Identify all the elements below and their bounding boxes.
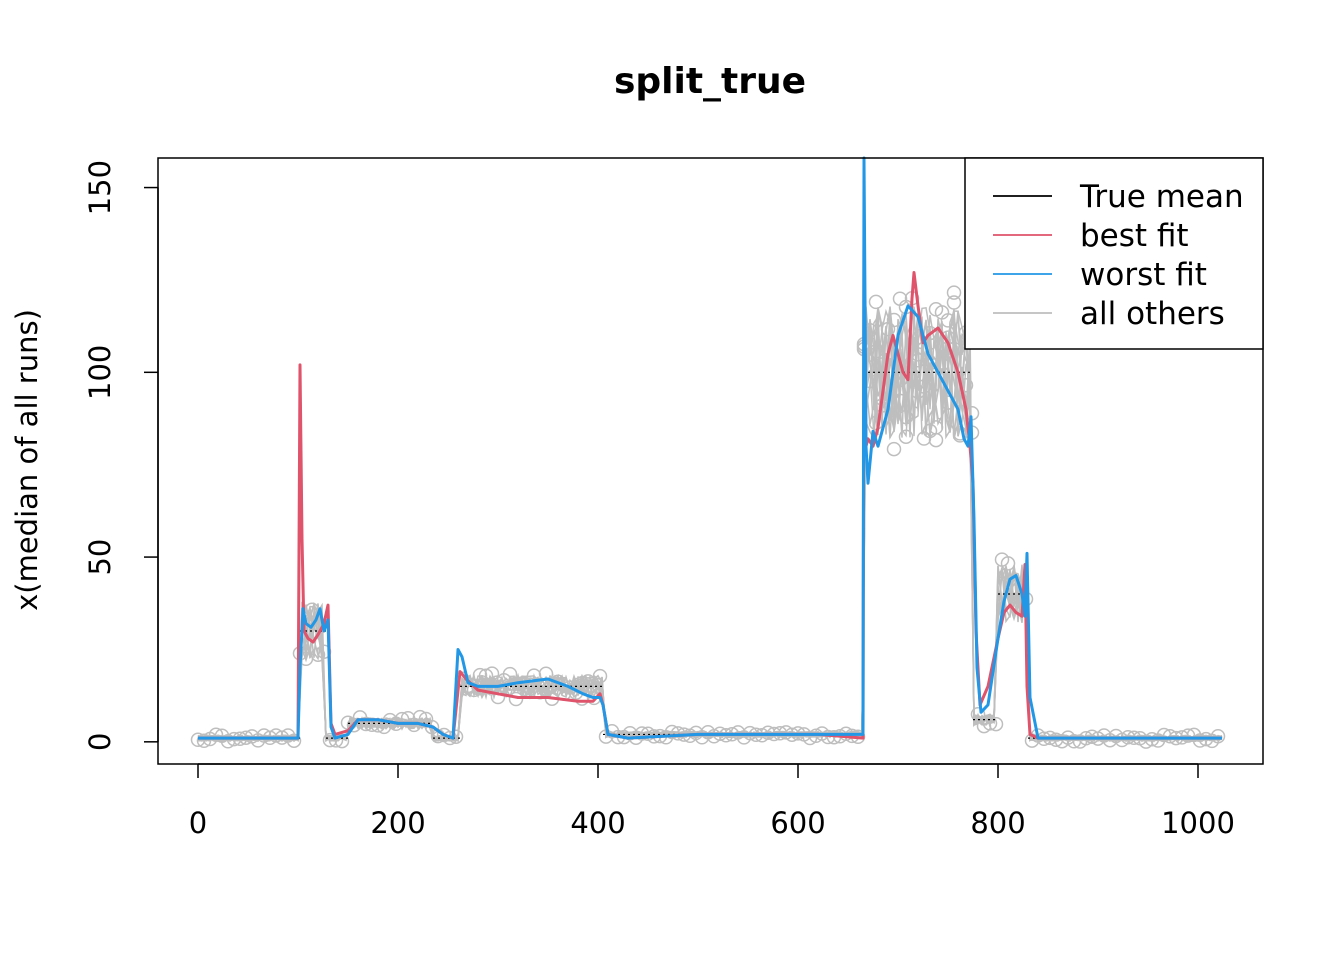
- other-run-line: [198, 305, 1223, 743]
- observation-point: [982, 716, 998, 731]
- observation-point: [268, 728, 284, 743]
- observation-point: [322, 732, 338, 748]
- x-axis: 0 200 400 600 800 1000: [189, 763, 1235, 840]
- x-tick-label: 800: [970, 806, 1025, 840]
- observation-point: [778, 725, 794, 740]
- other-run-line: [197, 308, 1223, 743]
- legend-label: best fit: [1080, 218, 1189, 254]
- observation-point: [1180, 728, 1196, 743]
- x-tick-label: 0: [189, 806, 207, 840]
- observation-point: [886, 312, 902, 328]
- worst-fit-line: [198, 156, 1222, 740]
- y-tick-label: 0: [83, 733, 117, 751]
- other-run-line: [197, 317, 1223, 743]
- observation-point: [358, 716, 374, 732]
- legend-label: worst fit: [1080, 257, 1207, 293]
- observation-point: [502, 666, 518, 682]
- other-run-line: [197, 306, 1223, 743]
- observation-point: [946, 285, 962, 300]
- observation-point: [868, 344, 884, 359]
- other-run-line: [197, 306, 1223, 743]
- other-run-line: [197, 308, 1223, 743]
- observation-point: [868, 294, 884, 310]
- observation-point: [208, 727, 224, 743]
- observation-point: [970, 706, 986, 722]
- observation-point: [898, 409, 914, 425]
- observation-point: [952, 426, 968, 441]
- y-tick-label: 50: [83, 539, 117, 576]
- y-axis-label: x(median of all runs): [10, 309, 44, 611]
- observation-point: [196, 733, 212, 749]
- observation-point: [988, 716, 1004, 732]
- other-run-line: [197, 306, 1223, 742]
- observation-point: [940, 313, 956, 328]
- y-tick-label: 100: [83, 345, 117, 400]
- observation-point: [928, 432, 944, 448]
- observation-point: [256, 728, 272, 743]
- legend-label: all others: [1080, 296, 1225, 332]
- observation-point: [886, 441, 902, 457]
- observation-point: [1210, 728, 1226, 744]
- observation-point: [190, 732, 206, 748]
- observation-point: [484, 666, 500, 681]
- other-run-line: [197, 310, 1223, 743]
- other-run-line: [197, 310, 1223, 743]
- x-tick-label: 200: [370, 806, 425, 840]
- true-mean-layer: [198, 371, 1222, 739]
- observation-point: [580, 674, 596, 689]
- observation-point: [760, 725, 776, 740]
- observation-point: [490, 689, 506, 705]
- y-tick-label: 150: [83, 160, 117, 215]
- observation-point: [946, 341, 962, 357]
- observation-point: [934, 356, 950, 372]
- x-tick-label: 400: [570, 806, 625, 840]
- observation-point: [874, 357, 890, 372]
- observation-point: [1162, 728, 1178, 744]
- observation-point: [1138, 734, 1154, 749]
- observation-point: [478, 668, 494, 683]
- observation-point: [394, 711, 410, 727]
- chart-title: split_true: [614, 61, 806, 102]
- y-axis: 0 50 100 150: [83, 160, 159, 751]
- other-run-line: [197, 307, 1223, 743]
- observation-points-layer: [190, 285, 1226, 749]
- x-tick-label: 1000: [1161, 806, 1235, 840]
- observation-point: [592, 668, 608, 684]
- observation-point: [898, 429, 914, 444]
- x-tick-label: 600: [770, 806, 825, 840]
- legend-label: True mean: [1079, 179, 1244, 215]
- observation-point: [472, 667, 488, 683]
- fit-series-layer: [198, 156, 1222, 740]
- observation-point: [916, 379, 932, 394]
- observation-point: [1000, 556, 1016, 571]
- other-run-line: [197, 310, 1223, 743]
- observation-point: [1192, 733, 1208, 748]
- other-run-line: [197, 314, 1223, 743]
- other-runs-layer: [197, 305, 1223, 743]
- observation-point: [286, 733, 302, 748]
- observation-point: [892, 393, 908, 409]
- other-run-line: [197, 307, 1223, 742]
- other-run-line: [197, 306, 1223, 742]
- legend-box: [964, 157, 1264, 350]
- observation-point: [946, 295, 962, 310]
